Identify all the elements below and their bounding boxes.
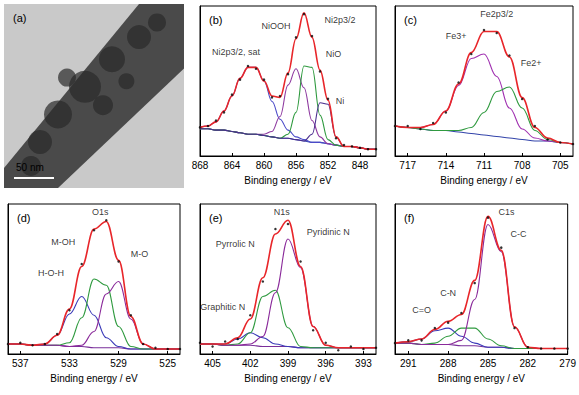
svg-text:(b): (b) [209,14,222,26]
svg-text:Binding energy / eV: Binding energy / eV [244,373,332,384]
svg-text:714: 714 [438,160,455,171]
svg-text:868: 868 [192,160,209,171]
svg-text:Fe2p3/2: Fe2p3/2 [480,9,513,19]
svg-text:Ni2p3/2, sat: Ni2p3/2, sat [212,47,261,57]
svg-text:405: 405 [204,358,221,369]
svg-text:288: 288 [440,358,457,369]
svg-text:(f): (f) [404,212,414,224]
svg-text:705: 705 [552,160,569,171]
svg-text:N1s: N1s [274,207,291,217]
svg-text:Binding energy / eV: Binding energy / eV [438,373,526,384]
svg-text:Graphitic N: Graphitic N [200,302,245,312]
svg-text:533: 533 [61,358,78,369]
svg-text:Pyrrolic N: Pyrrolic N [216,239,255,249]
svg-text:NiOOH: NiOOH [262,21,291,31]
svg-text:O1s: O1s [92,207,109,217]
svg-text:860: 860 [256,160,273,171]
svg-text:50 nm: 50 nm [16,162,44,173]
svg-text:(e): (e) [209,212,222,224]
svg-text:402: 402 [242,358,259,369]
svg-text:Ni: Ni [336,96,345,106]
svg-text:852: 852 [320,160,337,171]
svg-text:279: 279 [559,358,576,369]
svg-text:856: 856 [288,160,305,171]
svg-text:393: 393 [355,358,372,369]
svg-text:717: 717 [399,160,416,171]
svg-text:M-O: M-O [131,249,149,259]
svg-text:282: 282 [519,358,536,369]
svg-text:C-C: C-C [511,229,527,239]
svg-text:M-OH: M-OH [51,237,75,247]
svg-text:708: 708 [514,160,531,171]
svg-text:(d): (d) [17,212,30,224]
svg-text:864: 864 [224,160,241,171]
svg-text:Ni2p3/2: Ni2p3/2 [324,15,355,25]
svg-text:(a): (a) [13,12,26,24]
svg-text:525: 525 [159,358,176,369]
svg-text:529: 529 [110,358,127,369]
svg-text:Binding energy / eV: Binding energy / eV [244,175,332,186]
svg-text:285: 285 [480,358,497,369]
svg-text:537: 537 [12,358,29,369]
svg-text:NiO: NiO [326,49,342,59]
svg-text:Fe3+: Fe3+ [446,31,467,41]
svg-text:(c): (c) [404,14,417,26]
svg-text:Binding energy / eV: Binding energy / eV [50,373,138,384]
svg-text:Pyridinic N: Pyridinic N [307,227,350,237]
svg-text:C-N: C-N [440,288,456,298]
svg-text:848: 848 [352,160,369,171]
svg-text:C1s: C1s [499,207,516,217]
svg-text:711: 711 [476,160,492,171]
svg-text:Binding energy / eV: Binding energy / eV [440,175,528,186]
svg-text:C=O: C=O [412,305,431,315]
svg-text:291: 291 [400,358,417,369]
svg-text:396: 396 [317,358,334,369]
svg-text:Fe2+: Fe2+ [521,58,542,68]
svg-text:399: 399 [280,358,297,369]
svg-text:H-O-H: H-O-H [38,268,64,278]
